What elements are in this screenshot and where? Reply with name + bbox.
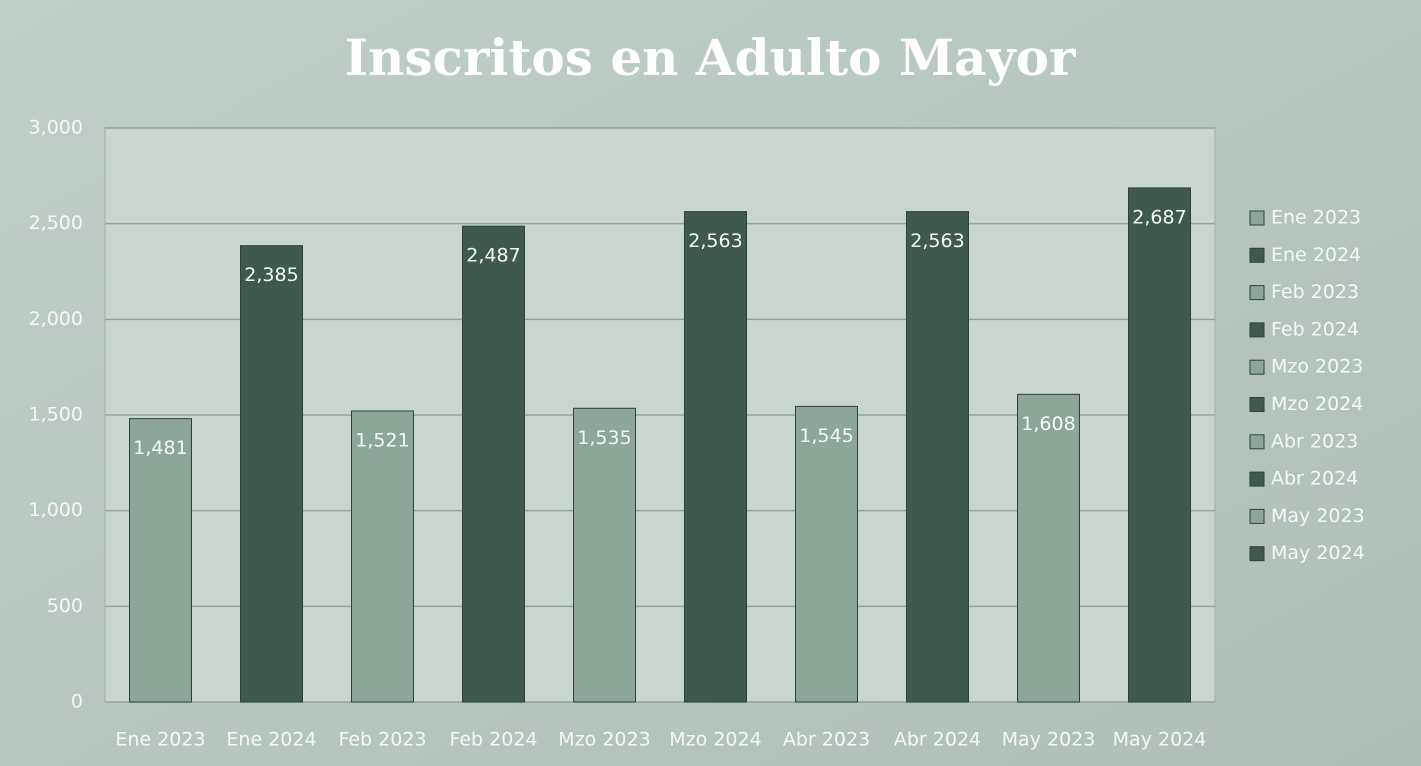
legend-swatch: [1249, 508, 1265, 524]
x-tick-label: Abr 2024: [894, 729, 981, 751]
legend-swatch: [1249, 247, 1265, 263]
data-label: 1,608: [1021, 413, 1075, 435]
y-tick-label: 3,000: [29, 117, 83, 139]
legend-swatch: [1249, 359, 1265, 375]
x-tick-label: May 2023: [1002, 729, 1096, 751]
bar: [240, 245, 303, 703]
x-tick-label: Ene 2024: [226, 729, 316, 751]
data-label: 1,545: [799, 425, 853, 447]
data-label: 2,563: [910, 230, 964, 252]
data-label: 1,481: [133, 437, 187, 459]
data-label: 2,563: [688, 230, 742, 252]
legend-label: Ene 2023: [1271, 207, 1361, 229]
legend-label: Abr 2024: [1271, 468, 1358, 490]
legend-label: May 2024: [1271, 542, 1365, 564]
y-tick-label: 0: [71, 691, 83, 713]
data-label: 2,385: [244, 264, 298, 286]
bar: [129, 418, 192, 703]
chart-title: Inscritos en Adulto Mayor: [345, 28, 1076, 87]
legend-label: Ene 2024: [1271, 244, 1361, 266]
bar: [351, 410, 414, 703]
legend-label: Abr 2023: [1271, 430, 1358, 452]
legend-label: Mzo 2024: [1271, 393, 1363, 415]
bar: [906, 211, 969, 703]
legend-swatch: [1249, 285, 1265, 301]
legend-swatch: [1249, 210, 1265, 226]
data-label: 2,487: [466, 245, 520, 267]
y-tick-label: 500: [47, 595, 83, 617]
legend-swatch: [1249, 546, 1265, 562]
x-tick-label: Mzo 2024: [669, 729, 761, 751]
legend-swatch: [1249, 322, 1265, 338]
x-tick-label: May 2024: [1113, 729, 1207, 751]
bar: [684, 211, 747, 703]
x-tick-label: Ene 2023: [115, 729, 205, 751]
legend-swatch: [1249, 471, 1265, 487]
data-label: 2,687: [1132, 206, 1186, 228]
data-label: 1,521: [355, 429, 409, 451]
legend-label: Feb 2024: [1271, 318, 1359, 340]
legend-label: Mzo 2023: [1271, 356, 1363, 378]
bar: [1017, 393, 1080, 703]
x-tick-label: Feb 2023: [338, 729, 426, 751]
bar: [795, 405, 858, 703]
data-label: 1,535: [577, 427, 631, 449]
y-tick-label: 1,000: [29, 499, 83, 521]
x-tick-label: Abr 2023: [783, 729, 870, 751]
y-tick-label: 2,000: [29, 308, 83, 330]
bar: [573, 407, 636, 703]
y-tick-label: 2,500: [29, 212, 83, 234]
legend-swatch: [1249, 397, 1265, 412]
legend-swatch: [1249, 434, 1265, 450]
bar: [462, 225, 525, 703]
x-tick-label: Mzo 2023: [558, 729, 650, 751]
y-tick-label: 1,500: [29, 404, 83, 426]
x-tick-label: Feb 2024: [449, 729, 537, 751]
bar: [1128, 187, 1191, 703]
legend-label: May 2023: [1271, 505, 1365, 527]
legend-label: Feb 2023: [1271, 281, 1359, 303]
